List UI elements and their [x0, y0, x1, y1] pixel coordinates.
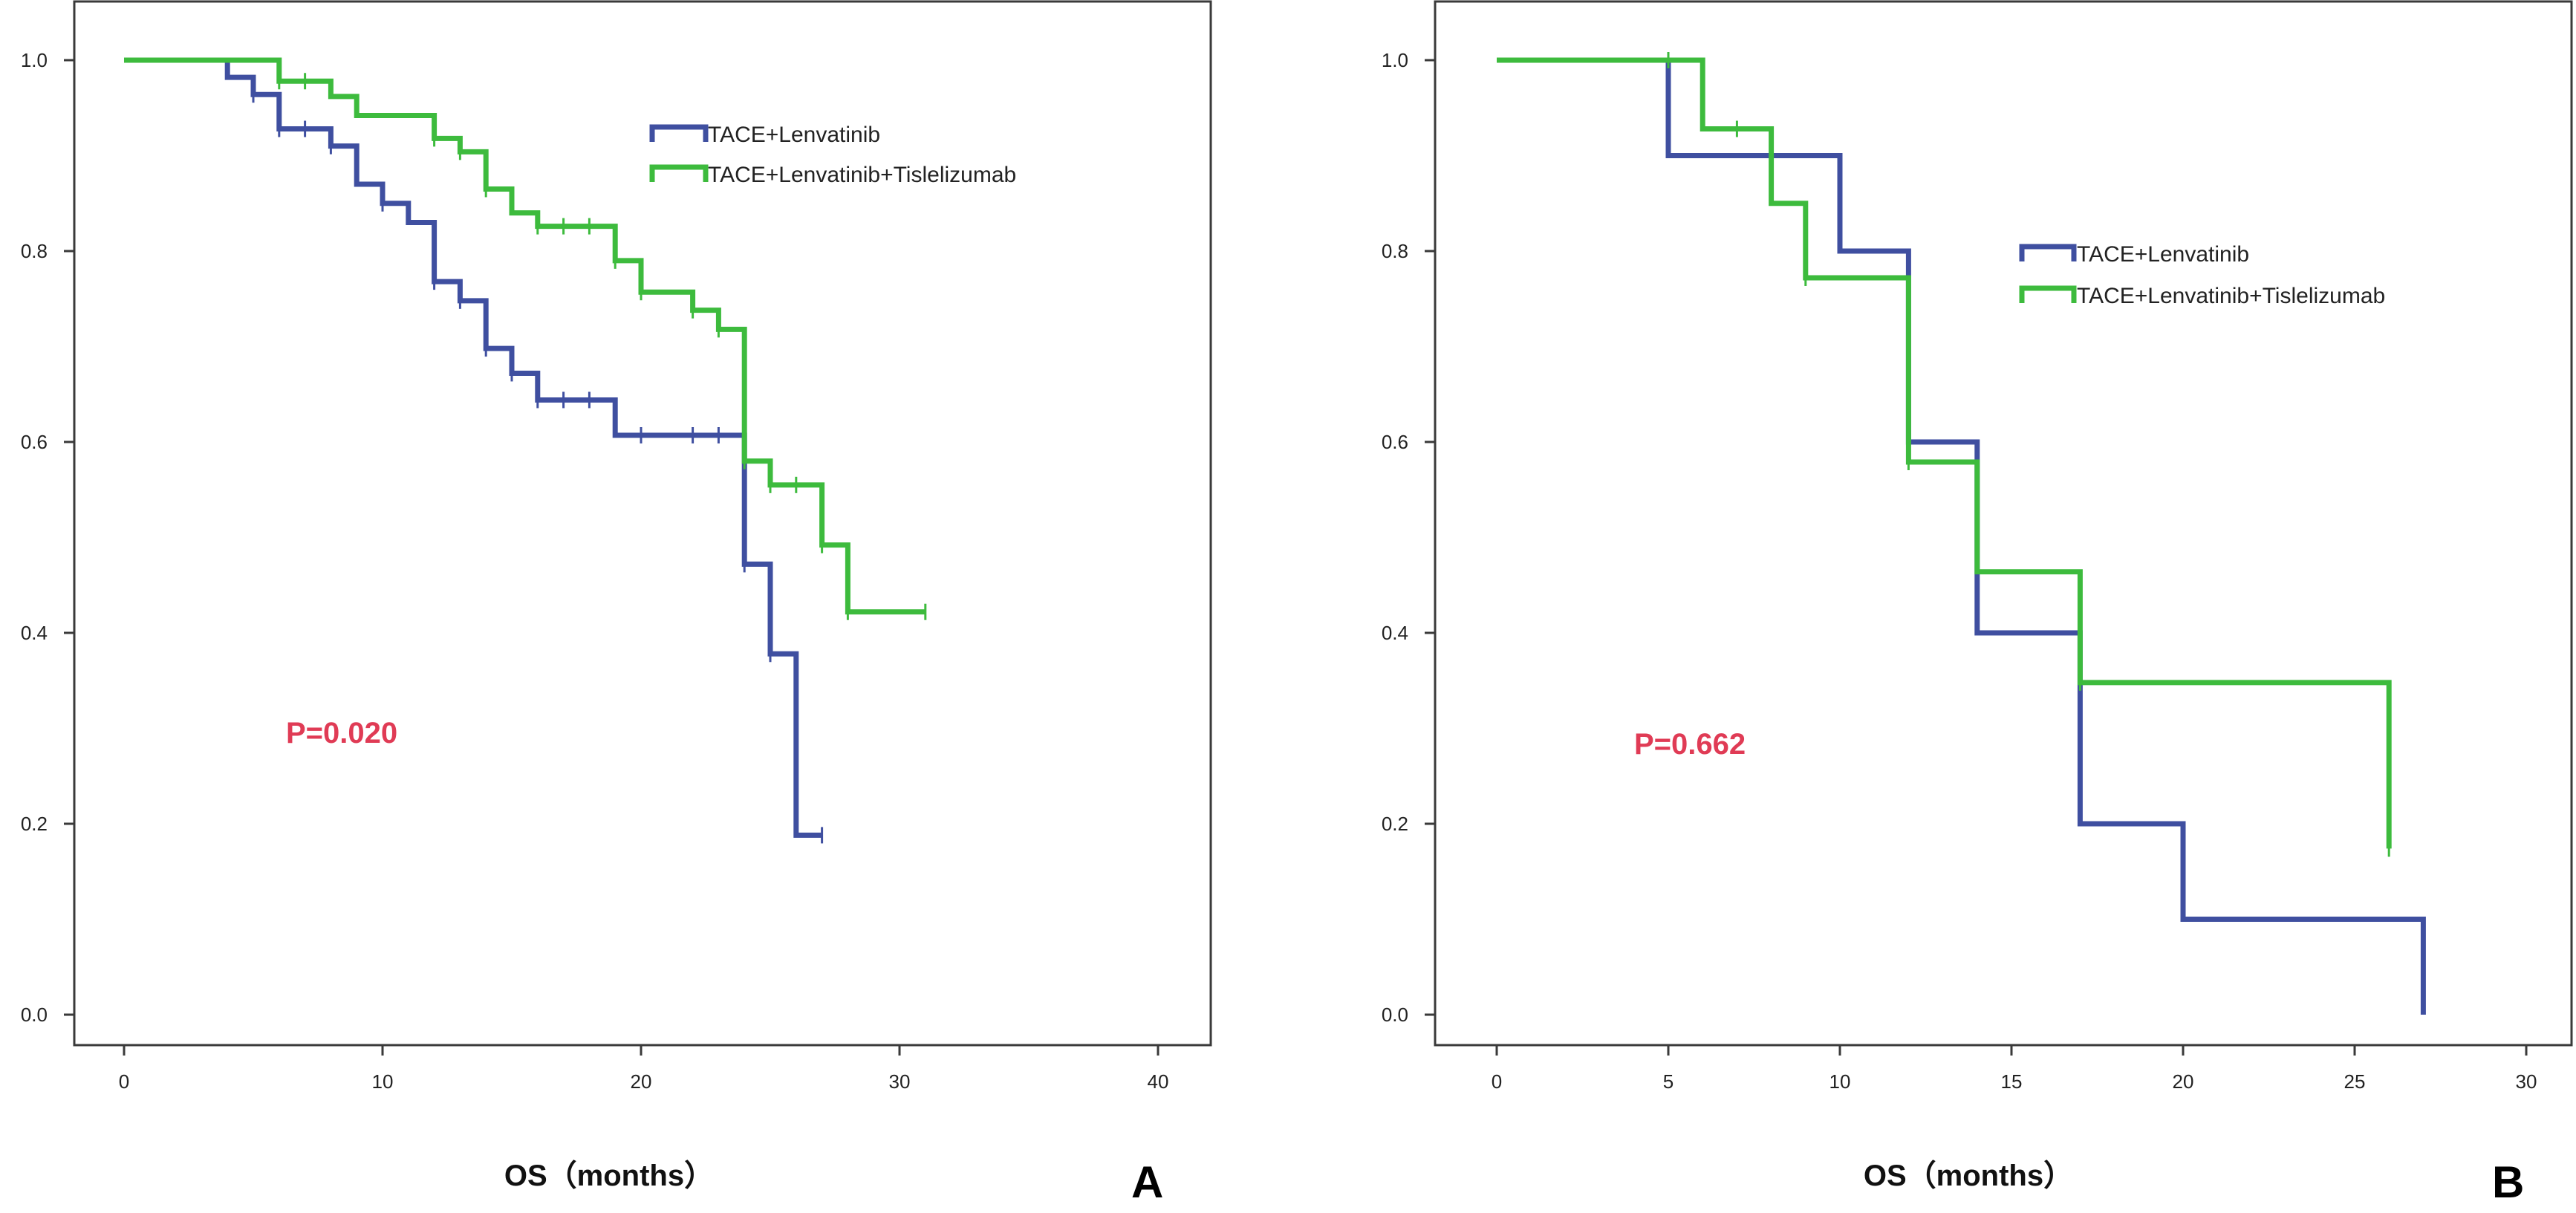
y-axis-a: 0.0 0.2 0.4 0.6 0.8 1.0 [21, 49, 74, 1026]
legend-label-b-lenvatinib: TACE+Lenvatinib [2077, 242, 2249, 267]
panel-b: 0.0 0.2 0.4 0.6 0.8 1.0 0 5 10 15 20 25 … [1382, 0, 2573, 1207]
panel-label-b: B [2492, 1157, 2524, 1207]
x-tick-label-a-3: 30 [889, 1070, 911, 1093]
x-tick-label-b-4: 20 [2173, 1070, 2194, 1093]
legend-label-a-lenvatinib: TACE+Lenvatinib [708, 123, 880, 147]
y-tick-label-a-5: 1.0 [21, 49, 48, 71]
panel-label-a: A [1131, 1157, 1163, 1207]
y-tick-label-b-4: 0.8 [1382, 240, 1408, 262]
legend-b: TACE+Lenvatinib TACE+Lenvatinib+Tisleliz… [2019, 242, 2385, 308]
y-tick-label-b-1: 0.2 [1382, 813, 1408, 835]
y-tick-label-a-1: 0.2 [21, 813, 48, 835]
y-tick-label-a-4: 0.8 [21, 240, 48, 262]
legend-a: TACE+Lenvatinib TACE+Lenvatinib+Tisleliz… [649, 123, 1016, 187]
legend-label-a-lenvatinib-tislelizumab: TACE+Lenvatinib+Tislelizumab [708, 163, 1016, 187]
survival-curve-b-lenvatinib-tislelizumab [1497, 57, 2392, 849]
survival-curve-a-lenvatinib-tislelizumab [124, 57, 926, 615]
x-tick-label-a-2: 20 [631, 1070, 652, 1093]
x-tick-label-a-1: 10 [372, 1070, 394, 1093]
plot-frame-b [1434, 0, 2573, 1047]
p-value-b: P=0.662 [1634, 728, 1746, 761]
legend-swatch-b-lenvatinib-tislelizumab [2019, 285, 2077, 303]
legend-swatch-a-lenvatinib-tislelizumab [649, 164, 709, 182]
x-tick-label-b-1: 5 [1663, 1070, 1674, 1093]
survival-curve-b-lenvatinib [1497, 57, 2426, 1015]
legend-swatch-a-lenvatinib [649, 124, 709, 142]
y-tick-label-a-2: 0.4 [21, 622, 48, 644]
plot-frame-a [73, 0, 1212, 1047]
legend-swatch-b-lenvatinib [2019, 244, 2077, 261]
survival-curve-a-lenvatinib [124, 57, 822, 838]
y-tick-label-b-5: 1.0 [1382, 49, 1408, 71]
censor-marks-a-lenvatinib [252, 86, 824, 844]
censor-marks-b-lenvatinib-tislelizumab [1667, 52, 2390, 857]
x-axis-title-a: OS（months） [504, 1160, 714, 1192]
p-value-a: P=0.020 [286, 717, 397, 749]
x-tick-label-b-3: 15 [2001, 1070, 2023, 1093]
x-tick-label-a-0: 0 [119, 1070, 129, 1093]
panel-a: 0.0 0.2 0.4 0.6 0.8 1.0 0 10 20 30 40 OS… [21, 0, 1212, 1207]
x-tick-label-b-5: 25 [2344, 1070, 2366, 1093]
y-axis-b: 0.0 0.2 0.4 0.6 0.8 1.0 [1382, 49, 1435, 1026]
x-axis-a: 0 10 20 30 40 [119, 1045, 1169, 1093]
y-tick-label-a-0: 0.0 [21, 1004, 48, 1026]
y-tick-label-b-0: 0.0 [1382, 1004, 1408, 1026]
x-tick-label-b-0: 0 [1492, 1070, 1502, 1093]
y-tick-label-a-3: 0.6 [21, 431, 48, 453]
y-tick-label-b-2: 0.4 [1382, 622, 1408, 644]
legend-label-b-lenvatinib-tislelizumab: TACE+Lenvatinib+Tislelizumab [2077, 284, 2385, 308]
x-tick-label-b-2: 10 [1829, 1070, 1851, 1093]
y-tick-label-b-3: 0.6 [1382, 431, 1408, 453]
x-tick-label-b-6: 30 [2516, 1070, 2537, 1093]
censor-marks-a-lenvatinib-tislelizumab [278, 73, 927, 620]
x-axis-b: 0 5 10 15 20 25 30 [1492, 1045, 2537, 1093]
x-tick-label-a-4: 40 [1148, 1070, 1169, 1093]
x-axis-title-b: OS（months） [1864, 1160, 2073, 1192]
